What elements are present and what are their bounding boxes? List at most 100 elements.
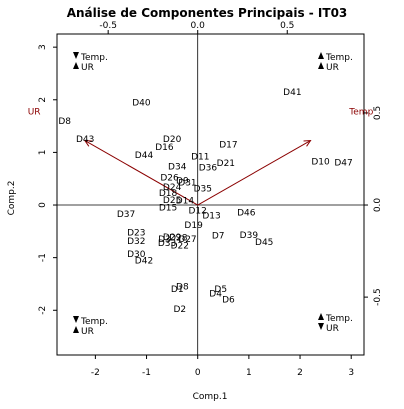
point-label: D11 — [191, 153, 209, 163]
point-label: D8 — [176, 283, 189, 293]
loading-label: Temp — [348, 108, 373, 118]
top-tick-label: 0.5 — [280, 21, 294, 31]
chart-title: Análise de Componentes Principais - IT03 — [67, 6, 348, 20]
point-label: D30 — [127, 250, 146, 260]
point-label: D5 — [214, 285, 227, 295]
right-tick-label: 0.5 — [373, 106, 383, 120]
legend-text: Temp. — [80, 53, 108, 63]
legend-text: UR — [326, 324, 339, 334]
point-label: D14 — [176, 196, 195, 206]
plot-frame — [56, 33, 365, 356]
point-label: D26 — [160, 174, 179, 184]
point-label: D25 — [163, 196, 181, 206]
point-label: D24 — [163, 183, 182, 193]
y-tick-label: 1 — [38, 150, 48, 156]
point-label: D36 — [199, 164, 218, 174]
point-label: D20 — [163, 135, 182, 145]
point-label: D46 — [237, 208, 256, 218]
loading-arrowhead — [83, 139, 92, 147]
point-label: D16 — [155, 143, 174, 153]
point-label: D44 — [135, 151, 154, 161]
point-label: D2 — [173, 305, 186, 315]
point-label: D7 — [212, 232, 225, 242]
point-label: D18 — [159, 189, 178, 199]
point-label: D34 — [168, 163, 187, 173]
x-tick-label: 2 — [297, 368, 303, 378]
x-axis-label: Comp.1 — [193, 392, 228, 402]
legend-text: UR — [81, 63, 94, 73]
y-axis-label: Comp.2 — [7, 181, 17, 216]
corner-legend: Temp.UR — [318, 313, 353, 334]
point-label: D15 — [159, 204, 177, 214]
point-label: D23 — [127, 228, 145, 238]
corner-legend: Temp.UR — [318, 52, 353, 73]
top-tick-label: 0.0 — [191, 21, 206, 31]
point-label: D42 — [135, 256, 153, 266]
legend-text: UR — [81, 327, 94, 337]
point-label: D3 — [158, 235, 171, 245]
corner-legend: Temp.UR — [73, 316, 108, 337]
loading-label: UR — [28, 108, 41, 118]
loading-arrow — [84, 140, 198, 206]
y-tick-label: 3 — [38, 44, 48, 50]
point-label: D41 — [283, 88, 301, 98]
point-label: D28 — [169, 234, 188, 244]
point-label: D9 — [176, 176, 189, 186]
point-label: D43 — [76, 135, 94, 145]
legend-text: Temp. — [325, 53, 353, 63]
point-label: D4 — [209, 289, 222, 299]
point-label: D32 — [127, 237, 145, 247]
y-tick-label: 0 — [38, 202, 48, 208]
x-tick-label: -2 — [91, 368, 100, 378]
x-tick-label: 0 — [195, 368, 201, 378]
point-label: D1 — [171, 285, 184, 295]
point-label: D47 — [334, 158, 352, 168]
right-tick-label: 0.0 — [373, 198, 383, 213]
arrow-up-icon — [318, 313, 324, 320]
arrow-up-icon — [318, 62, 324, 69]
point-label: D19 — [184, 221, 203, 231]
zero-lines — [57, 34, 364, 355]
point-label: D31 — [178, 178, 196, 188]
right-tick-label: -0.5 — [373, 288, 383, 306]
x-tick-label: 1 — [246, 368, 252, 378]
point-label: D33 — [158, 239, 176, 249]
top-tick-label: -0.5 — [99, 21, 117, 31]
point-label: D12 — [189, 206, 207, 216]
point-label: D21 — [217, 159, 235, 169]
arrow-down-icon — [73, 316, 79, 323]
point-label: D17 — [219, 141, 237, 151]
loading-arrow — [197, 140, 311, 206]
point-label: D45 — [255, 238, 273, 248]
x-tick-label: -1 — [142, 368, 151, 378]
point-label: D29 — [163, 233, 182, 243]
legend-text: Temp. — [325, 314, 353, 324]
axes: -2 -1 0 1 2 3 -2 -1 0 1 2 3 -0.5 0.0 0.5 0.5 0.0 -0.5 — [38, 21, 383, 378]
y-tick-label: -1 — [38, 253, 48, 262]
point-label: D40 — [132, 98, 151, 108]
legend-text: Temp. — [80, 317, 108, 327]
point-label: D22 — [171, 242, 189, 252]
loading-arrowhead — [303, 139, 312, 147]
arrow-up-icon — [73, 326, 79, 333]
y-tick-label: 2 — [38, 97, 48, 103]
arrow-down-icon — [318, 323, 324, 330]
legend-text: UR — [326, 63, 339, 73]
arrow-up-icon — [318, 52, 324, 59]
arrow-up-icon — [73, 62, 79, 69]
loading-arrows: UR Temp — [28, 108, 374, 206]
x-tick-label: 3 — [348, 368, 354, 378]
point-label: D39 — [240, 231, 259, 241]
point-label: D37 — [117, 210, 135, 220]
y-tick-label: -2 — [38, 306, 48, 315]
point-label: D10 — [311, 157, 330, 167]
point-label: D27 — [178, 235, 196, 245]
point-label: D35 — [194, 185, 212, 195]
arrow-down-icon — [73, 52, 79, 59]
point-label: D13 — [202, 212, 220, 222]
point-label: D8 — [58, 117, 71, 127]
corner-legend: Temp.UR — [73, 52, 108, 73]
